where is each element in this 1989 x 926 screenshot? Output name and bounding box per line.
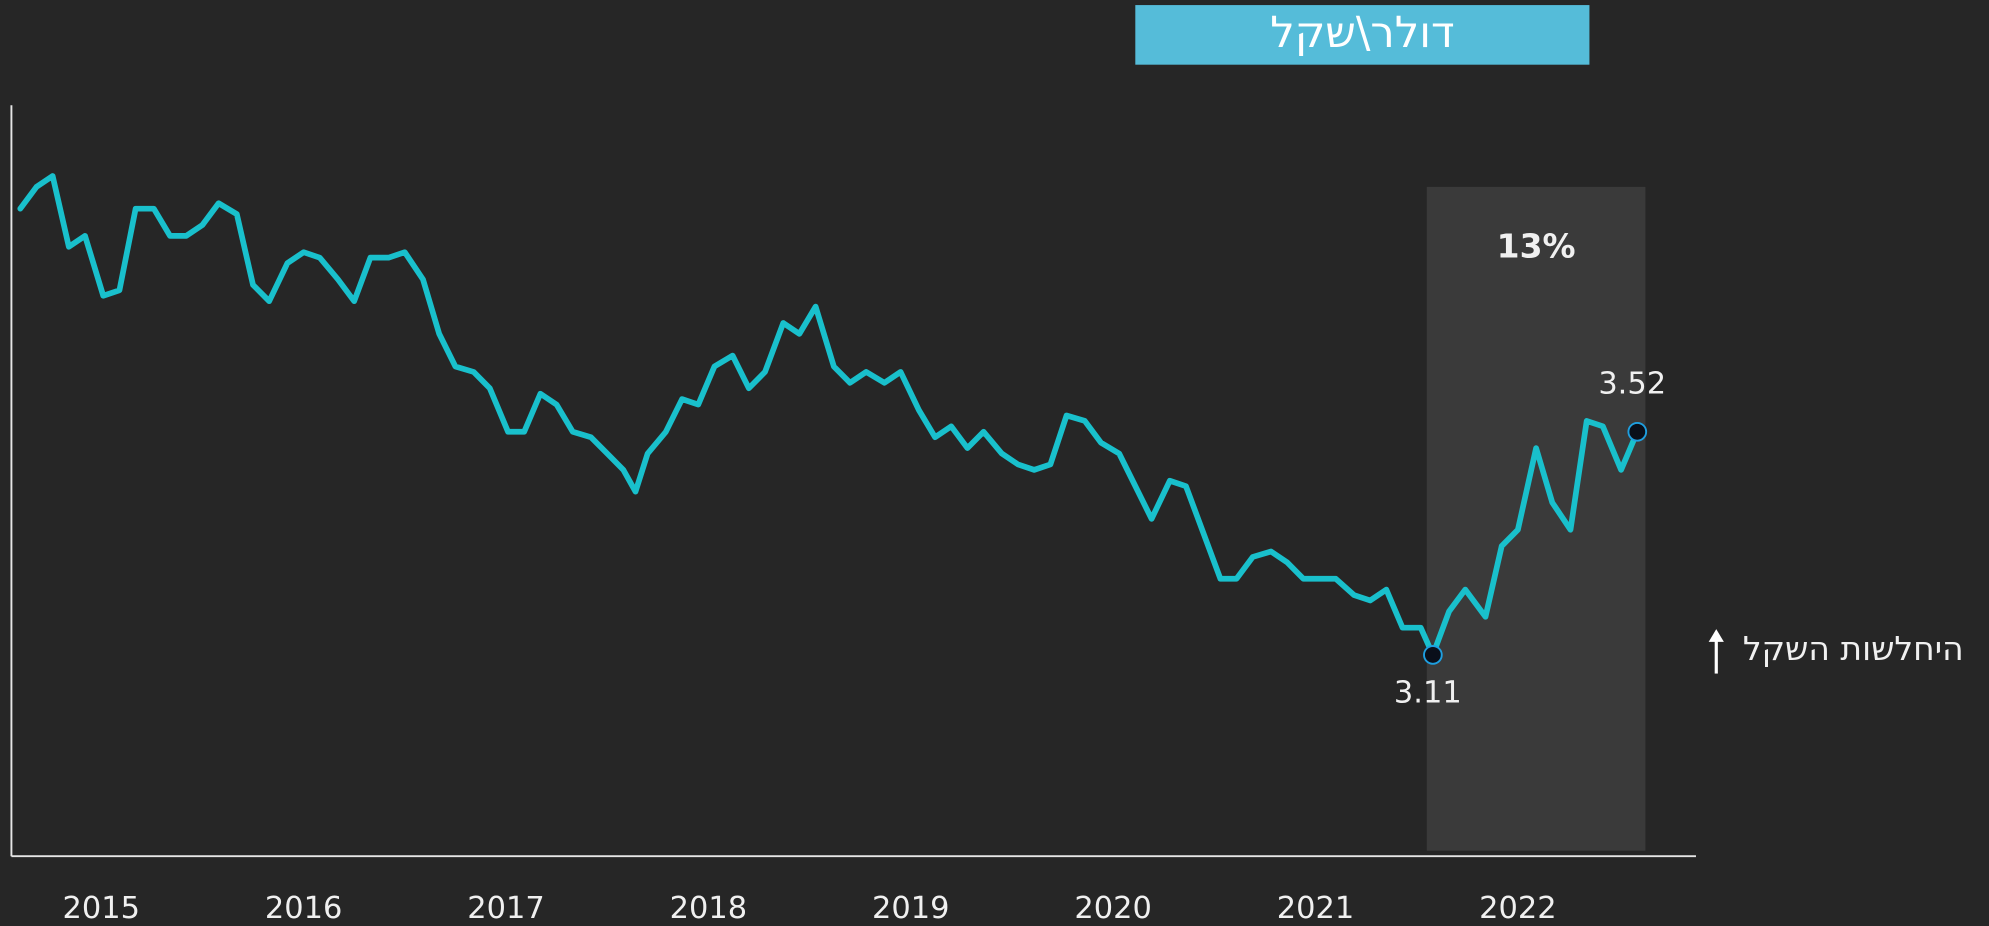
x-tick-label: 2019	[872, 891, 949, 926]
x-tick-label: 2016	[265, 891, 342, 926]
data-label: 3.11	[1394, 676, 1462, 711]
highlight-label: 13%	[1497, 226, 1576, 265]
data-label: 3.52	[1598, 366, 1666, 401]
x-tick-label: 2015	[62, 891, 139, 926]
point-marker	[1627, 421, 1648, 442]
line-series	[17, 173, 1641, 658]
x-tick-label: 2018	[670, 891, 747, 926]
x-tick-label: 2021	[1277, 891, 1354, 926]
arrow-head	[1708, 629, 1724, 642]
highlight-band	[1426, 186, 1646, 851]
x-tick-label: 2017	[467, 891, 544, 926]
x-tick-label: 2022	[1479, 891, 1556, 926]
point-marker	[1423, 645, 1443, 665]
title-box	[1135, 5, 1590, 65]
chart-title: דולר\שקל	[1270, 8, 1454, 58]
x-tick-label: 2020	[1074, 891, 1151, 926]
annotation: היחלשות השקל	[1743, 629, 1964, 668]
